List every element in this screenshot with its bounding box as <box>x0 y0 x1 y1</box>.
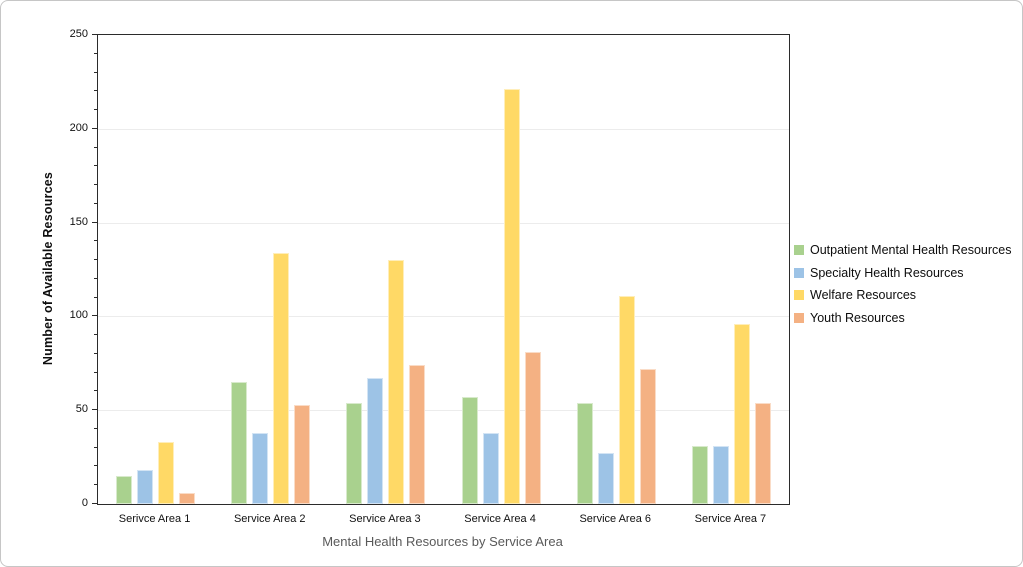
legend-item: Youth Resources <box>794 307 1012 330</box>
bar-youth-resources-group-1 <box>179 492 196 504</box>
y-tick-label: 250 <box>69 28 88 40</box>
y-major-tick <box>92 34 97 35</box>
bar-welfare-resources-group-6 <box>733 323 750 504</box>
bar-specialty-health-resources-group-3 <box>367 378 384 504</box>
bar-outpatient-mental-health-resources-group-2 <box>231 382 248 504</box>
legend-label: Outpatient Mental Health Resources <box>810 243 1012 258</box>
bar-welfare-resources-group-1 <box>158 442 175 504</box>
bar-youth-resources-group-2 <box>294 404 311 504</box>
y-minor-tick <box>94 296 97 298</box>
y-minor-tick <box>94 202 97 204</box>
bar-specialty-health-resources-group-6 <box>712 445 729 504</box>
y-minor-tick <box>94 484 97 486</box>
y-major-tick <box>92 221 97 223</box>
legend: Outpatient Mental Health Resources Specia… <box>794 239 1012 329</box>
bar-specialty-health-resources-group-5 <box>597 453 614 504</box>
bar-outpatient-mental-health-resources-group-5 <box>576 402 593 504</box>
bar-outpatient-mental-health-resources-group-3 <box>346 402 363 504</box>
y-tick-label: 150 <box>69 215 88 228</box>
legend-swatch-icon <box>794 290 804 301</box>
bar-specialty-health-resources-group-2 <box>252 432 269 504</box>
y-minor-tick <box>94 371 97 373</box>
bar-youth-resources-group-5 <box>639 368 656 504</box>
bar-welfare-resources-group-2 <box>273 252 290 504</box>
y-minor-tick <box>94 52 97 54</box>
y-minor-tick <box>94 71 97 73</box>
y-minor-tick <box>94 390 97 392</box>
legend-label: Welfare Resources <box>810 288 917 303</box>
bar-welfare-resources-group-5 <box>618 295 635 504</box>
y-minor-tick <box>94 465 97 467</box>
x-category-label: Service Area 7 <box>694 513 767 525</box>
bar-outpatient-mental-health-resources-group-1 <box>116 475 133 504</box>
bar-specialty-health-resources-group-4 <box>482 432 499 504</box>
y-minor-tick <box>94 334 97 336</box>
y-minor-tick <box>94 184 97 186</box>
bar-youth-resources-group-3 <box>409 365 426 504</box>
legend-swatch-icon <box>794 245 804 256</box>
y-minor-tick <box>94 90 97 92</box>
y-minor-tick <box>94 427 97 429</box>
y-tick-label: 0 <box>81 497 88 509</box>
y-tick-label: 200 <box>69 121 88 134</box>
plot-area <box>97 34 790 505</box>
bar-youth-resources-group-6 <box>754 402 771 504</box>
y-minor-tick <box>94 277 97 279</box>
legend-swatch-icon <box>794 267 804 278</box>
legend-swatch-icon <box>794 312 804 323</box>
y-minor-tick <box>94 446 97 448</box>
legend-label: Youth Resources <box>810 310 905 325</box>
y-major-tick <box>92 409 97 411</box>
y-major-tick <box>92 315 97 317</box>
y-minor-tick <box>94 352 97 354</box>
y-tick-label: 50 <box>75 403 88 416</box>
y-major-tick <box>92 503 97 504</box>
y-minor-tick <box>94 259 97 261</box>
x-category-label: Service Area 2 <box>233 513 306 525</box>
bar-youth-resources-group-4 <box>524 352 541 504</box>
bar-welfare-resources-group-4 <box>503 89 520 504</box>
x-category-label: Serivce Area 1 <box>118 513 191 525</box>
bar-outpatient-mental-health-resources-group-6 <box>691 445 708 504</box>
x-category-label: Service Area 3 <box>349 513 421 525</box>
legend-item: Outpatient Mental Health Resources <box>794 239 1012 262</box>
bar-welfare-resources-group-3 <box>388 260 405 504</box>
x-category-label: Service Area 6 <box>579 513 652 525</box>
x-axis-title: Mental Health Resources by Service Area <box>322 534 563 549</box>
bar-outpatient-mental-health-resources-group-4 <box>461 397 478 504</box>
y-minor-tick <box>94 109 97 111</box>
legend-label: Specialty Health Resources <box>810 265 964 280</box>
gridline-y-200 <box>98 128 789 130</box>
y-major-tick <box>92 127 97 129</box>
y-axis-title: Number of Available Resources <box>41 171 55 366</box>
gridline-y-50 <box>98 410 789 412</box>
gridline-y-150 <box>98 222 789 224</box>
y-minor-tick <box>94 146 97 148</box>
x-category-label: Service Area 4 <box>464 513 536 525</box>
y-minor-tick <box>94 240 97 242</box>
bar-specialty-health-resources-group-1 <box>137 470 154 504</box>
y-minor-tick <box>94 165 97 167</box>
legend-item: Welfare Resources <box>794 284 1012 307</box>
gridline-y-100 <box>98 316 789 318</box>
legend-item: Specialty Health Resources <box>794 262 1012 285</box>
y-tick-label: 100 <box>69 309 88 322</box>
